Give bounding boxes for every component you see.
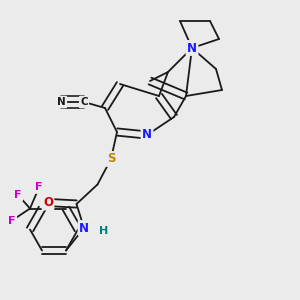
Text: N: N bbox=[57, 97, 66, 107]
Text: S: S bbox=[107, 152, 115, 166]
Text: N: N bbox=[79, 221, 89, 235]
Text: F: F bbox=[14, 190, 22, 200]
Text: H: H bbox=[99, 226, 108, 236]
Text: C: C bbox=[80, 97, 88, 107]
Text: N: N bbox=[57, 97, 66, 107]
Text: F: F bbox=[35, 182, 43, 193]
Text: N: N bbox=[142, 128, 152, 142]
Text: F: F bbox=[8, 215, 16, 226]
Text: N: N bbox=[187, 41, 197, 55]
Text: O: O bbox=[43, 196, 53, 209]
Text: C: C bbox=[80, 97, 88, 107]
